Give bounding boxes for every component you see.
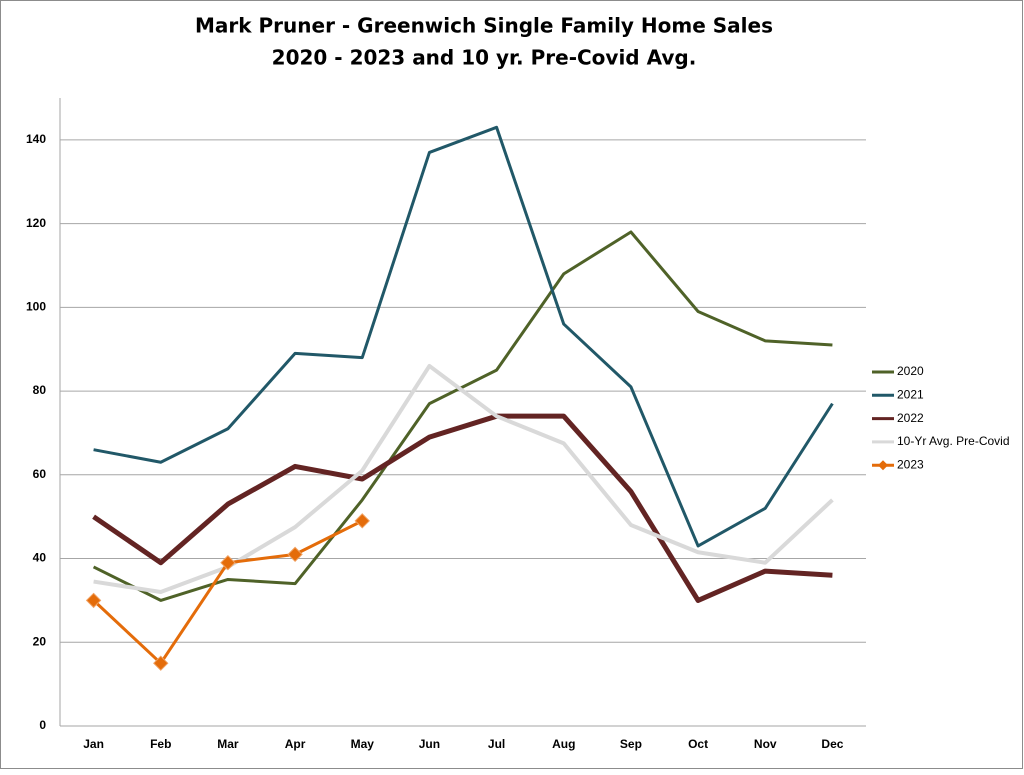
data-marker (85, 592, 102, 609)
x-tick-label: Aug (552, 737, 575, 751)
series-line (92, 413, 833, 603)
legend-label: 2021 (897, 387, 924, 401)
y-tick-label: 100 (26, 300, 46, 314)
x-tick-label: Jun (419, 737, 440, 751)
x-tick-label: Oct (688, 737, 708, 751)
x-tick-label: Mar (217, 737, 239, 751)
x-tick-label: Jan (83, 737, 104, 751)
chart-subtitle: 2020 - 2023 and 10 yr. Pre-Covid Avg. (272, 46, 697, 70)
data-marker (287, 546, 303, 563)
legend-marker (878, 460, 888, 471)
x-tick-label: Dec (821, 737, 843, 751)
legend-label: 10-Yr Avg. Pre-Covid (897, 434, 1010, 448)
y-tick-label: 60 (33, 467, 47, 481)
y-tick-label: 20 (33, 634, 47, 648)
chart-title: Mark Pruner - Greenwich Single Family Ho… (195, 14, 773, 38)
y-tick-label: 140 (26, 132, 46, 146)
legend-label: 2023 (897, 457, 924, 471)
data-marker (153, 655, 169, 671)
x-tick-label: Jul (488, 737, 505, 751)
legend-label: 2022 (897, 411, 924, 425)
y-tick-label: 120 (26, 216, 46, 230)
x-tick-label: Feb (150, 737, 171, 751)
legend-label: 2020 (897, 364, 924, 378)
data-marker (220, 555, 236, 571)
series-line (93, 363, 834, 595)
series-line (93, 125, 834, 548)
x-tick-label: May (351, 737, 375, 751)
x-tick-label: Nov (754, 737, 777, 751)
data-marker (354, 513, 370, 529)
x-tick-label: Sep (620, 737, 642, 751)
y-tick-label: 40 (33, 551, 47, 565)
x-tick-label: Apr (285, 737, 306, 751)
series-line (92, 230, 833, 602)
y-tick-label: 80 (33, 383, 47, 397)
y-tick-label: 0 (39, 718, 46, 732)
